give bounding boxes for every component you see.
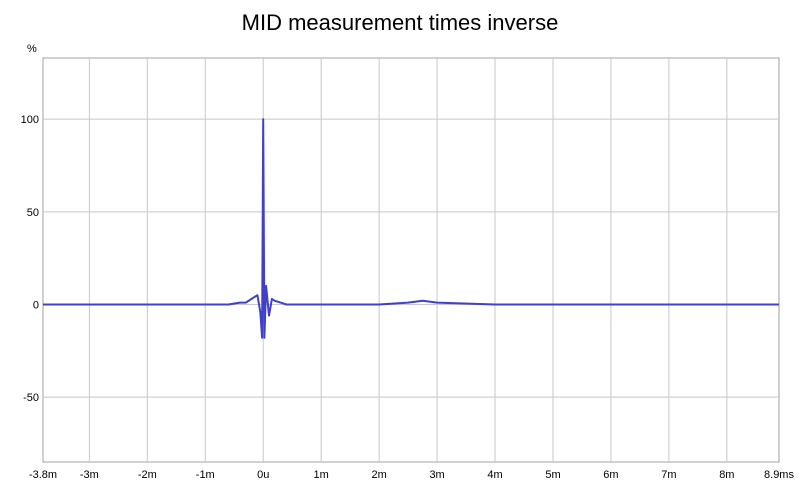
y-tick-label: 0	[33, 299, 39, 311]
x-tick-label: -3.8m	[29, 469, 57, 481]
x-tick-label: 2m	[371, 469, 386, 481]
x-tick-label: -1m	[196, 469, 215, 481]
x-tick-label: 5m	[545, 469, 560, 481]
series-line	[43, 118, 779, 339]
y-tick-label: 50	[27, 207, 39, 219]
grid	[43, 58, 779, 462]
series-layer	[43, 118, 779, 339]
x-tick-label: 8.9ms	[764, 469, 794, 481]
x-tick-label: 4m	[487, 469, 502, 481]
chart-title: MID measurement times inverse	[242, 10, 559, 35]
y-tick-label: 100	[21, 114, 39, 126]
x-tick-label: 7m	[661, 469, 676, 481]
x-tick-label: 3m	[429, 469, 444, 481]
x-tick-label: 0u	[257, 469, 269, 481]
plot-area	[42, 57, 780, 463]
x-tick-label: -2m	[138, 469, 157, 481]
x-tick-label: -3m	[80, 469, 99, 481]
y-tick-label: -50	[23, 392, 39, 404]
x-tick-label: 8m	[719, 469, 734, 481]
y-axis-unit-label: %	[27, 43, 37, 55]
x-tick-labels: -3.8m -3m -2m -1m 0u 1m 2m 3m 4m 5m 6m 7m 8m 8.9ms	[29, 469, 795, 481]
y-tick-labels: 100 50 0 -50	[21, 114, 39, 404]
x-tick-label: 1m	[314, 469, 329, 481]
x-tick-label: 6m	[603, 469, 618, 481]
